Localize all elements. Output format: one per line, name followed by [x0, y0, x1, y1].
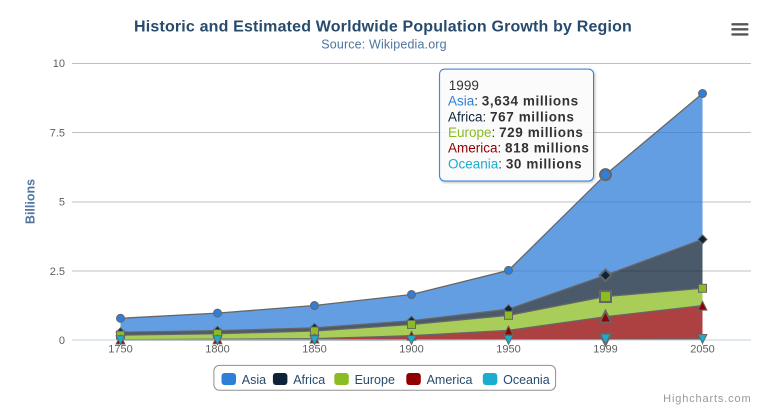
svg-text:America: 818 millions: America: 818 millions: [448, 141, 590, 156]
svg-text:America: America: [427, 373, 473, 387]
svg-text:1900: 1900: [399, 344, 423, 356]
svg-text:0: 0: [59, 335, 65, 347]
svg-text:Asia: Asia: [242, 373, 266, 387]
svg-text:1850: 1850: [302, 344, 326, 356]
svg-text:Africa: 767 millions: Africa: 767 millions: [448, 109, 575, 124]
svg-text:10: 10: [53, 58, 65, 70]
svg-text:Europe: 729 millions: Europe: 729 millions: [448, 125, 584, 140]
svg-text:5: 5: [59, 197, 65, 209]
svg-text:Oceania: 30 millions: Oceania: 30 millions: [448, 156, 582, 171]
svg-text:1800: 1800: [205, 344, 229, 356]
svg-text:1999: 1999: [593, 344, 617, 356]
svg-text:1750: 1750: [108, 344, 132, 356]
svg-text:Oceania: Oceania: [503, 373, 550, 387]
svg-text:Historic and Estimated Worldwi: Historic and Estimated Worldwide Populat…: [134, 19, 632, 36]
svg-text:2050: 2050: [690, 344, 714, 356]
svg-text:1950: 1950: [496, 344, 520, 356]
svg-text:Africa: Africa: [293, 373, 325, 387]
svg-text:Source: Wikipedia.org: Source: Wikipedia.org: [321, 38, 446, 52]
svg-text:1999: 1999: [449, 78, 479, 93]
svg-text:Asia: 3,634 millions: Asia: 3,634 millions: [448, 94, 579, 109]
svg-text:Europe: Europe: [355, 373, 395, 387]
svg-text:7.5: 7.5: [50, 127, 65, 139]
svg-text:Billions: Billions: [24, 179, 38, 224]
svg-text:2.5: 2.5: [50, 266, 65, 278]
svg-text:Highcharts.com: Highcharts.com: [663, 393, 751, 405]
